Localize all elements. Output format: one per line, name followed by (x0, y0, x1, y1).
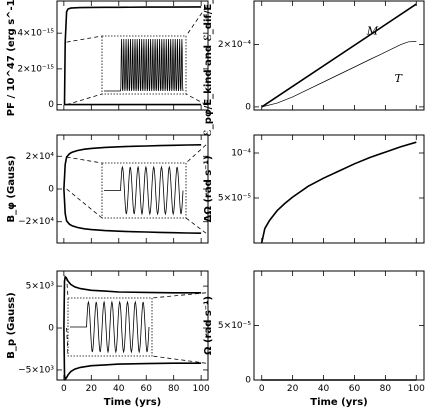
inset-bp (66, 276, 207, 364)
x-axis-label: Time (yrs) (310, 397, 367, 408)
panel-bphi: −2×10⁴ 0 2×10⁴ B_φ (Gauss) (6, 134, 209, 244)
zoom-guide-line (66, 156, 103, 164)
series-line-lower_envelope (63, 327, 202, 382)
plot-frame (56, 270, 209, 381)
series-annotation-M: M (366, 25, 379, 38)
inset-pf (66, 6, 207, 106)
panel-domega: 5×10⁻⁵ 10⁻⁴ ΔΩ (rad s⁻¹) (203, 134, 425, 244)
y-axis-label: ΔΩ (rad s⁻¹) (203, 156, 214, 223)
plot-frame (253, 134, 425, 244)
y-tick-label: 0 (48, 324, 54, 334)
y-axis-label: PF / 10^47 (erg s^-1) (6, 0, 17, 116)
x-tick-label: 0 (259, 384, 265, 394)
y-tick-label: 5×10⁻⁵ (218, 321, 251, 331)
series-annotation-T: T (395, 72, 404, 85)
y-axis-label: Ω (rad s⁻¹) (203, 296, 214, 355)
zoom-guide-line (151, 292, 207, 299)
series-line-T (261, 41, 417, 108)
series-line-lower_envelope (63, 188, 202, 234)
y-tick-label: 5×10³ (26, 282, 55, 292)
y-axis-label: B_p (Gauss) (6, 292, 17, 358)
series-line-0 (260, 141, 417, 244)
zoom-guide-line (185, 144, 207, 164)
y-tick-label: 5×10⁻⁵ (218, 194, 251, 204)
x-tick-label: 80 (168, 384, 180, 394)
y-tick-label: 0 (48, 185, 54, 195)
y-tick-label: 10⁻⁴ (231, 149, 251, 159)
x-tick-label: 60 (141, 384, 153, 394)
zoom-guide-line (185, 6, 207, 37)
inset-waveform (104, 38, 184, 92)
zoom-guide-line (66, 93, 103, 106)
y-tick-label: 2×10⁻⁴ (218, 40, 251, 50)
y-tick-label: 2×10⁻¹⁵ (17, 64, 54, 74)
zoom-guide-line (66, 276, 69, 299)
zoom-guide-line (66, 327, 69, 357)
zoom-guide-line (151, 355, 207, 364)
y-tick-label: 4×10⁻¹⁵ (17, 29, 54, 39)
y-tick-label: 0 (245, 102, 251, 112)
inset-bphi (66, 144, 207, 234)
zoom-guide-line (66, 188, 103, 219)
series-line-M (261, 3, 417, 108)
x-tick-label: 40 (113, 384, 125, 394)
y-axis-label: B_φ (Gauss) (6, 155, 17, 222)
y-tick-label: 2×10⁴ (26, 152, 55, 162)
panel-bp: 0 20 40 60 80 100 −5×10³ 0 5×10³ B_p (Gauss) Time … (6, 270, 210, 408)
inset-waveform (70, 300, 150, 354)
panel-energy: 0 2×10⁻⁴ ℰ_pφ/E_kind and ℰ_dif/E_kind M T (203, 0, 425, 137)
x-tick-label: 100 (408, 384, 425, 394)
y-tick-label: −2×10⁴ (18, 217, 54, 227)
plot-frame (253, 270, 425, 381)
zoom-guide-line (66, 35, 103, 43)
plot-frame (56, 0, 209, 111)
x-tick-label: 20 (86, 384, 98, 394)
zoom-guide-line (185, 93, 207, 105)
y-tick-label: 0 (48, 100, 54, 110)
series-line-upper_envelope (63, 275, 202, 329)
x-tick-label: 60 (349, 384, 361, 394)
y-tick-label: 0 (245, 376, 251, 386)
y-tick-label: −5×10³ (18, 365, 54, 375)
y-axis-label: ℰ_pφ/E_kind and ℰ_dif/E_kind (203, 0, 214, 137)
panel-omega: 0 20 40 60 80 100 0 5×10⁻⁵ Ω (rad s⁻¹) Time (yrs) (203, 270, 425, 408)
x-tick-label: 100 (193, 384, 210, 394)
series-line-upper_envelope (63, 144, 202, 190)
inset-waveform (104, 165, 184, 216)
x-axis-label: Time (yrs) (104, 397, 161, 408)
plot-frame (253, 0, 425, 111)
x-tick-label: 20 (287, 384, 299, 394)
x-tick-label: 80 (380, 384, 392, 394)
x-tick-label: 40 (318, 384, 330, 394)
series-line-upper_envelope (63, 6, 202, 105)
x-tick-label: 0 (61, 384, 67, 394)
